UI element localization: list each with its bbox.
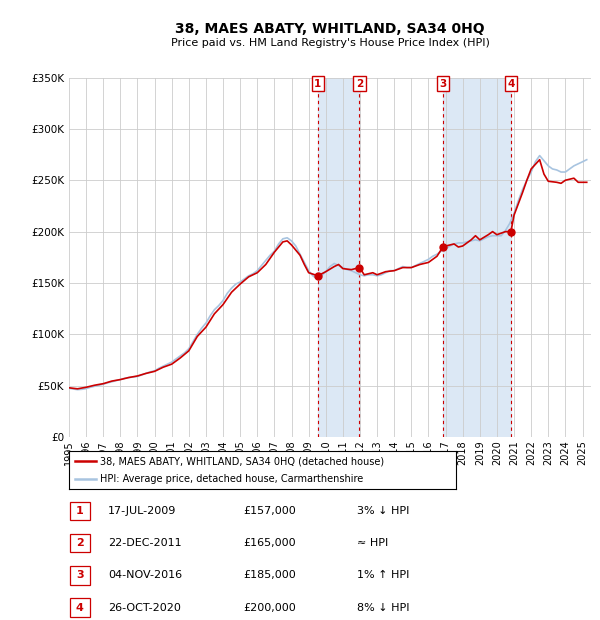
Text: HPI: Average price, detached house, Carmarthenshire: HPI: Average price, detached house, Carm… xyxy=(100,474,363,484)
Text: 3% ↓ HPI: 3% ↓ HPI xyxy=(357,506,409,516)
Text: Price paid vs. HM Land Registry's House Price Index (HPI): Price paid vs. HM Land Registry's House … xyxy=(170,38,490,48)
Text: 3: 3 xyxy=(439,79,446,89)
Text: 2: 2 xyxy=(76,538,83,548)
Bar xyxy=(443,78,511,437)
Text: 1% ↑ HPI: 1% ↑ HPI xyxy=(357,570,409,580)
Text: 22-DEC-2011: 22-DEC-2011 xyxy=(108,538,182,548)
Bar xyxy=(318,78,359,437)
Text: 4: 4 xyxy=(76,603,84,613)
Text: 04-NOV-2016: 04-NOV-2016 xyxy=(108,570,182,580)
Text: 26-OCT-2020: 26-OCT-2020 xyxy=(108,603,181,613)
Text: 1: 1 xyxy=(76,506,83,516)
Text: 1: 1 xyxy=(314,79,322,89)
Text: 38, MAES ABATY, WHITLAND, SA34 0HQ (detached house): 38, MAES ABATY, WHITLAND, SA34 0HQ (deta… xyxy=(100,456,384,466)
Text: 3: 3 xyxy=(76,570,83,580)
Text: £200,000: £200,000 xyxy=(243,603,296,613)
Text: 2: 2 xyxy=(356,79,363,89)
Text: 4: 4 xyxy=(507,79,515,89)
Text: 38, MAES ABATY, WHITLAND, SA34 0HQ: 38, MAES ABATY, WHITLAND, SA34 0HQ xyxy=(175,22,485,36)
Text: ≈ HPI: ≈ HPI xyxy=(357,538,388,548)
Text: £157,000: £157,000 xyxy=(243,506,296,516)
Text: £165,000: £165,000 xyxy=(243,538,296,548)
Text: £185,000: £185,000 xyxy=(243,570,296,580)
Text: 17-JUL-2009: 17-JUL-2009 xyxy=(108,506,176,516)
Text: 8% ↓ HPI: 8% ↓ HPI xyxy=(357,603,409,613)
